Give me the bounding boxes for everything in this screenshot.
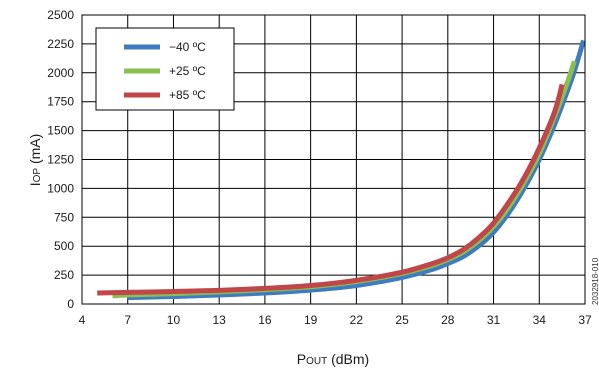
y-tick-label: 2000 — [47, 66, 74, 80]
y-tick-label: 750 — [54, 210, 74, 224]
y-tick-label: 0 — [67, 297, 74, 311]
x-tick-label: 16 — [258, 313, 272, 327]
x-tick-label: 19 — [304, 313, 318, 327]
y-tick-label: 1250 — [47, 153, 74, 167]
x-tick-label: 31 — [487, 313, 501, 327]
y-axis-label-sub: OP — [32, 168, 43, 183]
y-axis-label-unit: (mA) — [27, 134, 43, 168]
x-axis-label-unit: (dBm) — [327, 351, 369, 367]
plot-frame — [81, 14, 586, 305]
x-tick-label: 10 — [167, 313, 181, 327]
legend-label-0: −40 ºC — [169, 40, 206, 54]
x-axis-label-sub: OUT — [306, 356, 327, 367]
y-tick-label: 1500 — [47, 124, 74, 138]
x-tick-label: 25 — [395, 313, 409, 327]
figure-id: 2032918-010 — [591, 257, 599, 305]
series-lines — [97, 39, 586, 301]
y-tick-label: 2500 — [47, 8, 74, 22]
y-tick-labels: 0 250 500 750 1000 1250 1500 1750 2000 2250 2500 — [47, 8, 74, 311]
x-tick-label: 4 — [79, 313, 86, 327]
x-axis-label: POUT (dBm) — [297, 351, 369, 367]
y-tick-label: 500 — [54, 239, 74, 253]
y-tick-label: 1000 — [47, 181, 74, 195]
x-tick-label: 13 — [213, 313, 227, 327]
x-tick-label: 22 — [350, 313, 364, 327]
legend: −40 ºC +25 ºC +85 ºC — [124, 40, 206, 102]
x-tick-label: 28 — [441, 313, 455, 327]
legend-box — [95, 27, 235, 111]
x-axis-label-main: P — [297, 351, 306, 367]
y-tick-label: 250 — [54, 268, 74, 282]
y-axis-label-main: I — [27, 182, 43, 186]
legend-label-1: +25 ºC — [169, 64, 206, 78]
y-axis-label: IOP (mA) — [27, 134, 43, 187]
legend-label-2: +85 ºC — [169, 88, 206, 102]
x-tick-label: 34 — [533, 313, 547, 327]
y-tick-label: 1750 — [47, 95, 74, 109]
x-tick-label: 37 — [578, 313, 592, 327]
x-tick-labels: 4 7 10 13 16 19 22 25 28 31 34 37 — [79, 313, 592, 327]
series-line-0 — [127, 39, 586, 301]
x-tick-label: 7 — [124, 313, 131, 327]
y-tick-label: 2250 — [47, 37, 74, 51]
series-line-2 — [97, 83, 565, 296]
